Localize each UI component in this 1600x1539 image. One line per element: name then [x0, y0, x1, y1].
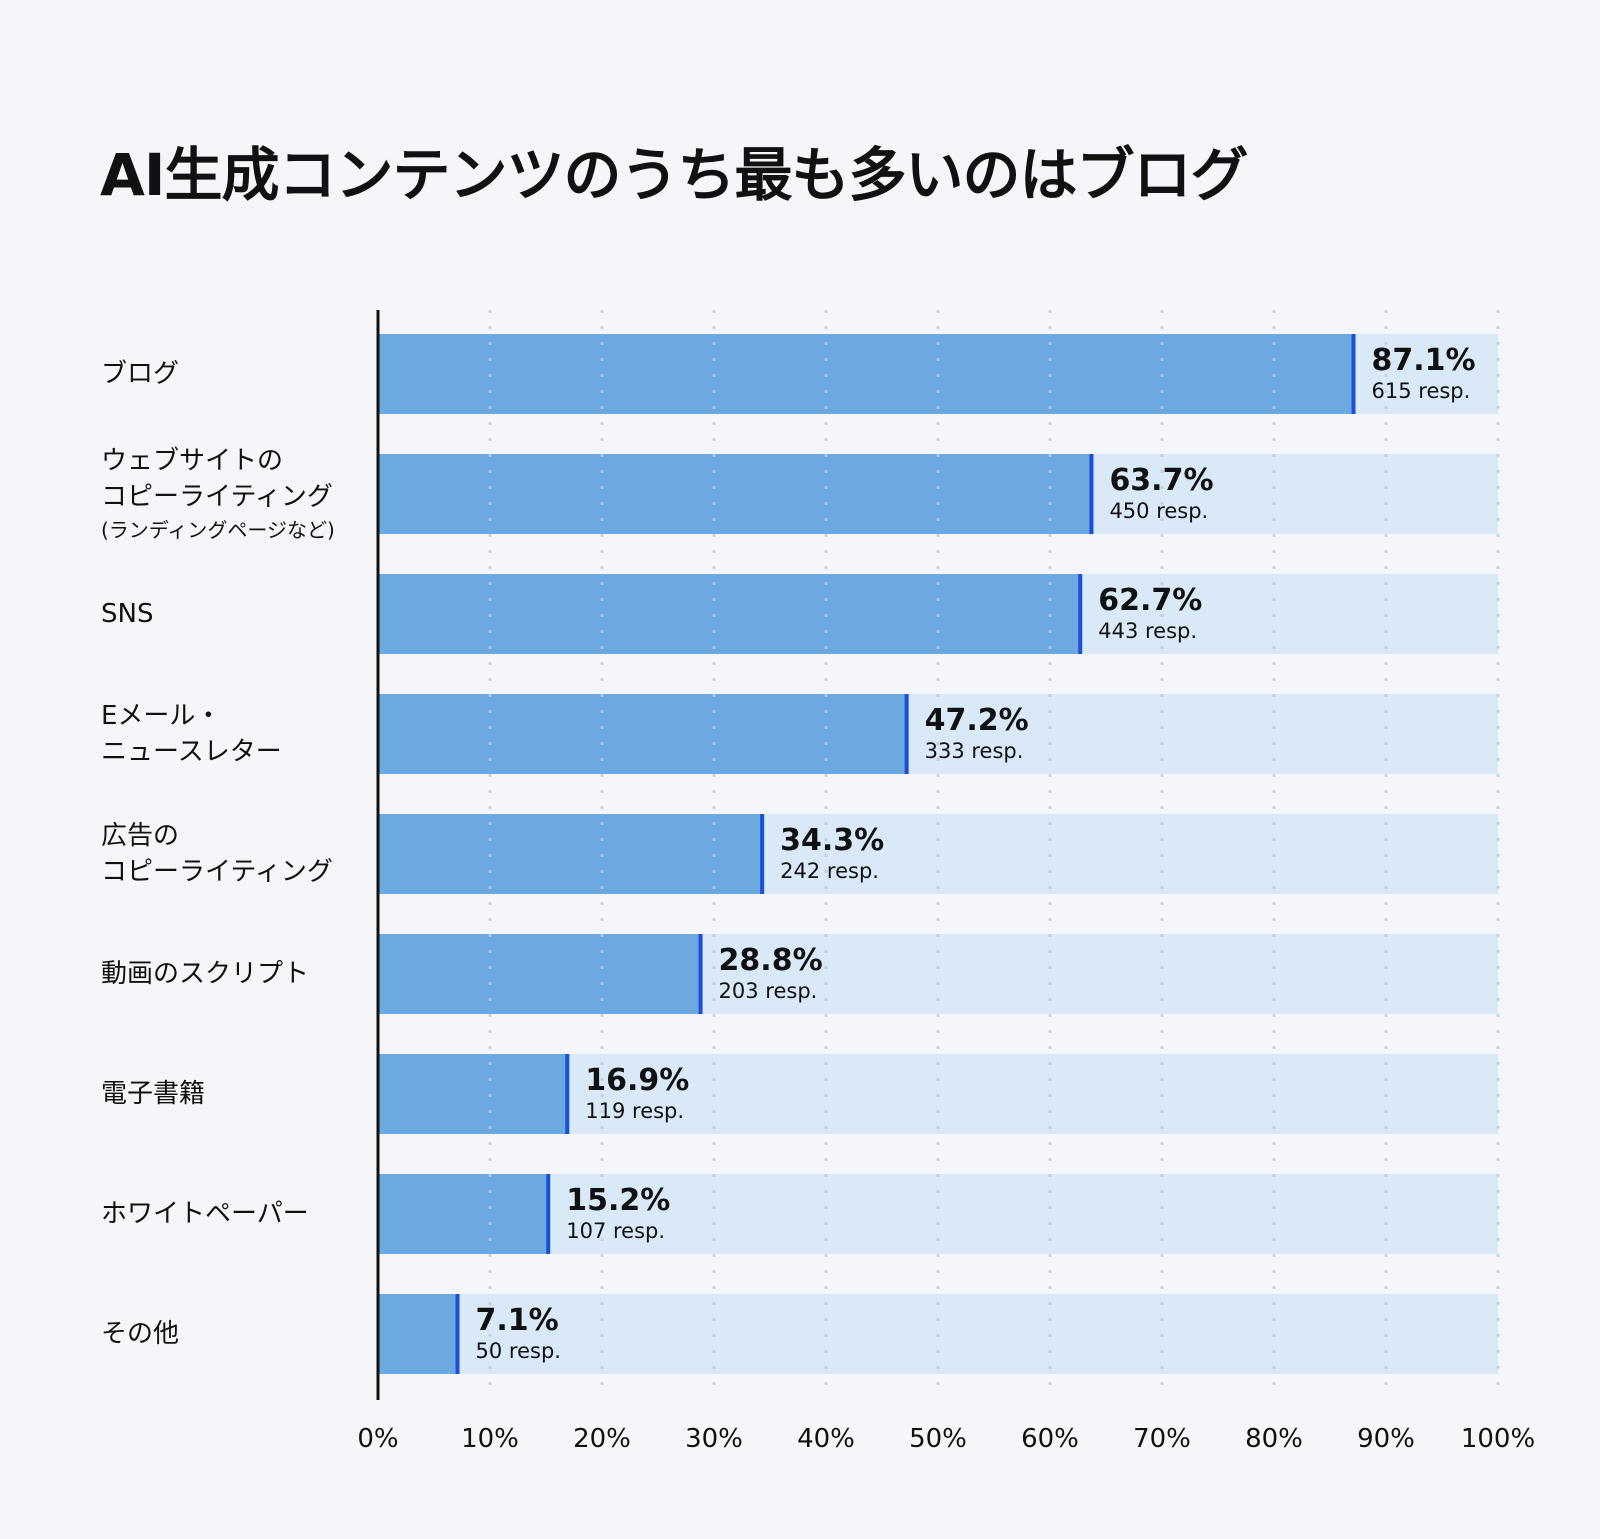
response-count: 242 resp.: [780, 859, 879, 883]
bar-end-marker: [760, 814, 765, 894]
x-tick-label: 0%: [357, 1424, 399, 1454]
value-label: 62.7% 443 resp.: [1098, 584, 1202, 644]
category-label: 電子書籍: [101, 1076, 205, 1112]
bar: [378, 1174, 549, 1254]
value-percent: 16.9%: [585, 1063, 690, 1098]
category-label: ウェブサイトのコピーライティング (ランディングページなど): [101, 443, 335, 545]
category-line: SNS: [101, 599, 154, 629]
x-tick-label: 100%: [1460, 1424, 1536, 1454]
x-tick-label: 90%: [1357, 1424, 1415, 1454]
bar-end-marker: [455, 1294, 460, 1374]
bar-end-marker: [1078, 574, 1083, 654]
value-percent: 63.7%: [1109, 463, 1214, 498]
x-tick-label: 70%: [1133, 1424, 1191, 1454]
category-line: ニュースレター: [101, 737, 282, 767]
response-count: 203 resp.: [718, 979, 818, 1003]
value-label: 47.2% 333 resp.: [925, 704, 1029, 764]
bar-end-marker: [1089, 454, 1094, 534]
x-tick-label: 20%: [573, 1424, 631, 1454]
value-percent: 15.2%: [566, 1183, 671, 1218]
x-tick-label: 60%: [1021, 1424, 1079, 1454]
bar: [378, 1054, 568, 1134]
bar-end-marker: [565, 1054, 570, 1134]
bar-end-marker: [546, 1174, 551, 1254]
bar: [378, 1294, 458, 1374]
category-line: ウェブサイトの: [101, 446, 284, 476]
category-label: その他: [101, 1316, 179, 1352]
value-label: 63.7% 450 resp.: [1109, 464, 1213, 524]
category-label: ホワイトペーパー: [101, 1196, 309, 1232]
value-percent: 62.7%: [1098, 583, 1203, 618]
category-line: 動画のスクリプト: [101, 959, 310, 989]
value-label: 16.9% 119 resp.: [585, 1064, 689, 1124]
category-label: 動画のスクリプト: [101, 956, 309, 992]
response-count: 107 resp.: [566, 1219, 666, 1243]
category-label: SNS: [101, 596, 153, 632]
category-line: その他: [101, 1319, 180, 1349]
value-percent: 34.3%: [780, 823, 885, 858]
bar: [378, 574, 1081, 654]
value-label: 15.2% 107 resp.: [566, 1184, 670, 1244]
category-line: コピーライティング: [101, 857, 333, 887]
value-label: 87.1% 615 resp.: [1372, 344, 1476, 404]
x-tick-label: 40%: [797, 1424, 855, 1454]
x-tick-label: 10%: [461, 1424, 519, 1454]
category-line: 広告の: [101, 821, 180, 851]
bar: [378, 694, 907, 774]
bar: [378, 334, 1354, 414]
value-label: 7.1% 50 resp.: [476, 1304, 561, 1364]
category-label: 広告のコピーライティング: [101, 818, 333, 890]
x-tick-label: 30%: [685, 1424, 743, 1454]
bar-end-marker: [904, 694, 909, 774]
x-tick-label: 80%: [1245, 1424, 1303, 1454]
response-count: 443 resp.: [1098, 619, 1198, 643]
response-count: 450 resp.: [1109, 499, 1209, 523]
value-percent: 7.1%: [475, 1303, 559, 1338]
category-label: ブログ: [101, 356, 179, 392]
category-line: ホワイトペーパー: [101, 1199, 309, 1229]
value-percent: 87.1%: [1371, 343, 1476, 378]
category-label: Eメール・ニュースレター: [101, 698, 282, 770]
bar: [378, 934, 701, 1014]
response-count: 333 resp.: [924, 739, 1024, 763]
category-line: 電子書籍: [101, 1079, 206, 1109]
category-subline: (ランディングページなど): [101, 518, 335, 542]
chart-title: AI生成コンテンツのうち最も多いのはブログ: [100, 141, 1248, 209]
value-label: 34.3% 242 resp.: [780, 824, 884, 884]
category-line: コピーライティング: [101, 482, 333, 512]
category-line: Eメール・: [101, 701, 222, 731]
response-count: 119 resp.: [585, 1099, 685, 1123]
bar: [378, 454, 1092, 534]
x-tick-label: 50%: [909, 1424, 967, 1454]
value-percent: 47.2%: [924, 703, 1029, 738]
category-line: ブログ: [101, 359, 180, 389]
bar: [378, 814, 763, 894]
bar-end-marker: [698, 934, 703, 1014]
value-percent: 28.8%: [718, 943, 823, 978]
response-count: 50 resp.: [475, 1339, 561, 1363]
value-label: 28.8% 203 resp.: [719, 944, 823, 1004]
bar-end-marker: [1351, 334, 1356, 414]
response-count: 615 resp.: [1371, 379, 1471, 403]
